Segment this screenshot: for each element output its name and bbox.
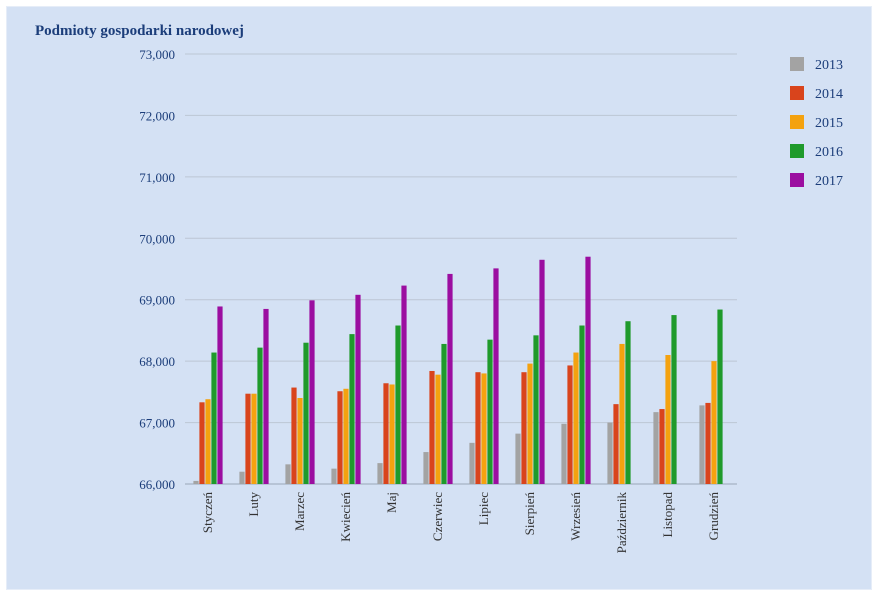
bar — [699, 405, 705, 484]
bars — [193, 256, 723, 484]
y-tick-label: 67,000 — [139, 416, 175, 431]
bar — [447, 273, 453, 484]
bar — [475, 372, 481, 484]
bar — [515, 433, 521, 484]
y-tick-label: 66,000 — [139, 477, 175, 492]
bar — [193, 480, 199, 484]
bar — [653, 412, 659, 484]
x-tick-label: Wrzesień — [568, 492, 583, 541]
x-axis: Styczeń Luty Marzec Kwiecień Maj Czerwiec Lipi… — [200, 492, 721, 554]
bar — [217, 306, 223, 484]
bar — [199, 402, 205, 484]
x-tick-label: Styczeń — [200, 492, 215, 534]
legend-label: 2015 — [815, 116, 843, 131]
bar — [717, 309, 723, 484]
legend-label: 2014 — [815, 87, 843, 102]
bar — [521, 372, 527, 484]
gridlines — [185, 53, 737, 485]
bar — [257, 347, 263, 484]
bar — [377, 463, 383, 484]
bar — [245, 393, 251, 484]
x-tick-label: Marzec — [292, 492, 307, 531]
legend-swatch — [790, 115, 804, 129]
bar — [251, 393, 257, 484]
bar — [423, 452, 429, 484]
bar — [337, 391, 343, 484]
bar — [429, 370, 435, 484]
bar — [297, 398, 303, 484]
bar — [343, 388, 349, 484]
bar — [435, 374, 441, 484]
bar — [579, 325, 585, 484]
bar — [533, 335, 539, 484]
bar — [309, 300, 315, 484]
bar — [539, 259, 545, 484]
x-tick-label: Listopad — [660, 492, 675, 538]
legend-label: 2017 — [815, 174, 843, 189]
x-tick-label: Październik — [614, 492, 629, 554]
bar — [671, 315, 677, 484]
bar — [585, 256, 591, 484]
chart-title: Podmioty gospodarki narodowej — [35, 23, 244, 39]
chart-plot: 66,000 67,000 68,000 69,000 70,000 71,000 72,0… — [139, 47, 843, 554]
y-tick-label: 69,000 — [139, 293, 175, 308]
x-tick-label: Kwiecień — [338, 492, 353, 542]
bar — [349, 334, 355, 484]
bar — [613, 404, 619, 484]
y-tick-label: 68,000 — [139, 354, 175, 369]
bar — [487, 339, 493, 484]
bar — [469, 442, 475, 484]
x-tick-label: Czerwiec — [430, 492, 445, 541]
bar — [383, 383, 389, 484]
bar — [389, 384, 395, 484]
bar — [481, 373, 487, 484]
x-tick-label: Luty — [246, 492, 261, 517]
bar — [355, 294, 361, 484]
bar — [527, 363, 533, 484]
legend-swatch — [790, 144, 804, 158]
y-tick-label: 71,000 — [139, 170, 175, 185]
x-tick-label: Grudzień — [706, 492, 721, 541]
bar — [493, 268, 499, 484]
chart-panel: Podmioty gospodarki narodowej 66,000 67,0… — [6, 6, 872, 590]
bar — [441, 343, 447, 484]
bar — [619, 343, 625, 484]
legend: 2013 2014 2015 2016 2017 — [790, 57, 843, 189]
bar — [665, 355, 671, 484]
x-tick-label: Maj — [384, 492, 399, 513]
bar — [711, 361, 717, 484]
legend-swatch — [790, 57, 804, 71]
bar — [573, 352, 579, 484]
y-tick-label: 70,000 — [139, 231, 175, 246]
legend-swatch — [790, 86, 804, 100]
y-axis: 66,000 67,000 68,000 69,000 70,000 71,000 72,0… — [139, 47, 175, 492]
bar — [705, 402, 711, 484]
x-tick-label: Lipiec — [476, 492, 491, 525]
bar — [625, 321, 631, 484]
bar — [567, 365, 573, 484]
bar — [291, 387, 297, 484]
bar — [395, 325, 401, 484]
y-tick-label: 72,000 — [139, 108, 175, 123]
bar — [263, 308, 269, 484]
bar — [607, 422, 613, 484]
x-tick-label: Sierpień — [522, 492, 537, 536]
legend-label: 2016 — [815, 145, 843, 160]
bar — [303, 342, 309, 484]
bar — [331, 468, 337, 484]
bar — [211, 352, 217, 484]
bar — [561, 423, 567, 484]
legend-label: 2013 — [815, 58, 843, 73]
legend-swatch — [790, 173, 804, 187]
bar — [401, 285, 407, 484]
bar — [205, 399, 211, 484]
bar — [239, 471, 245, 484]
y-tick-label: 73,000 — [139, 47, 175, 62]
bar — [659, 409, 665, 484]
bar — [285, 464, 291, 484]
